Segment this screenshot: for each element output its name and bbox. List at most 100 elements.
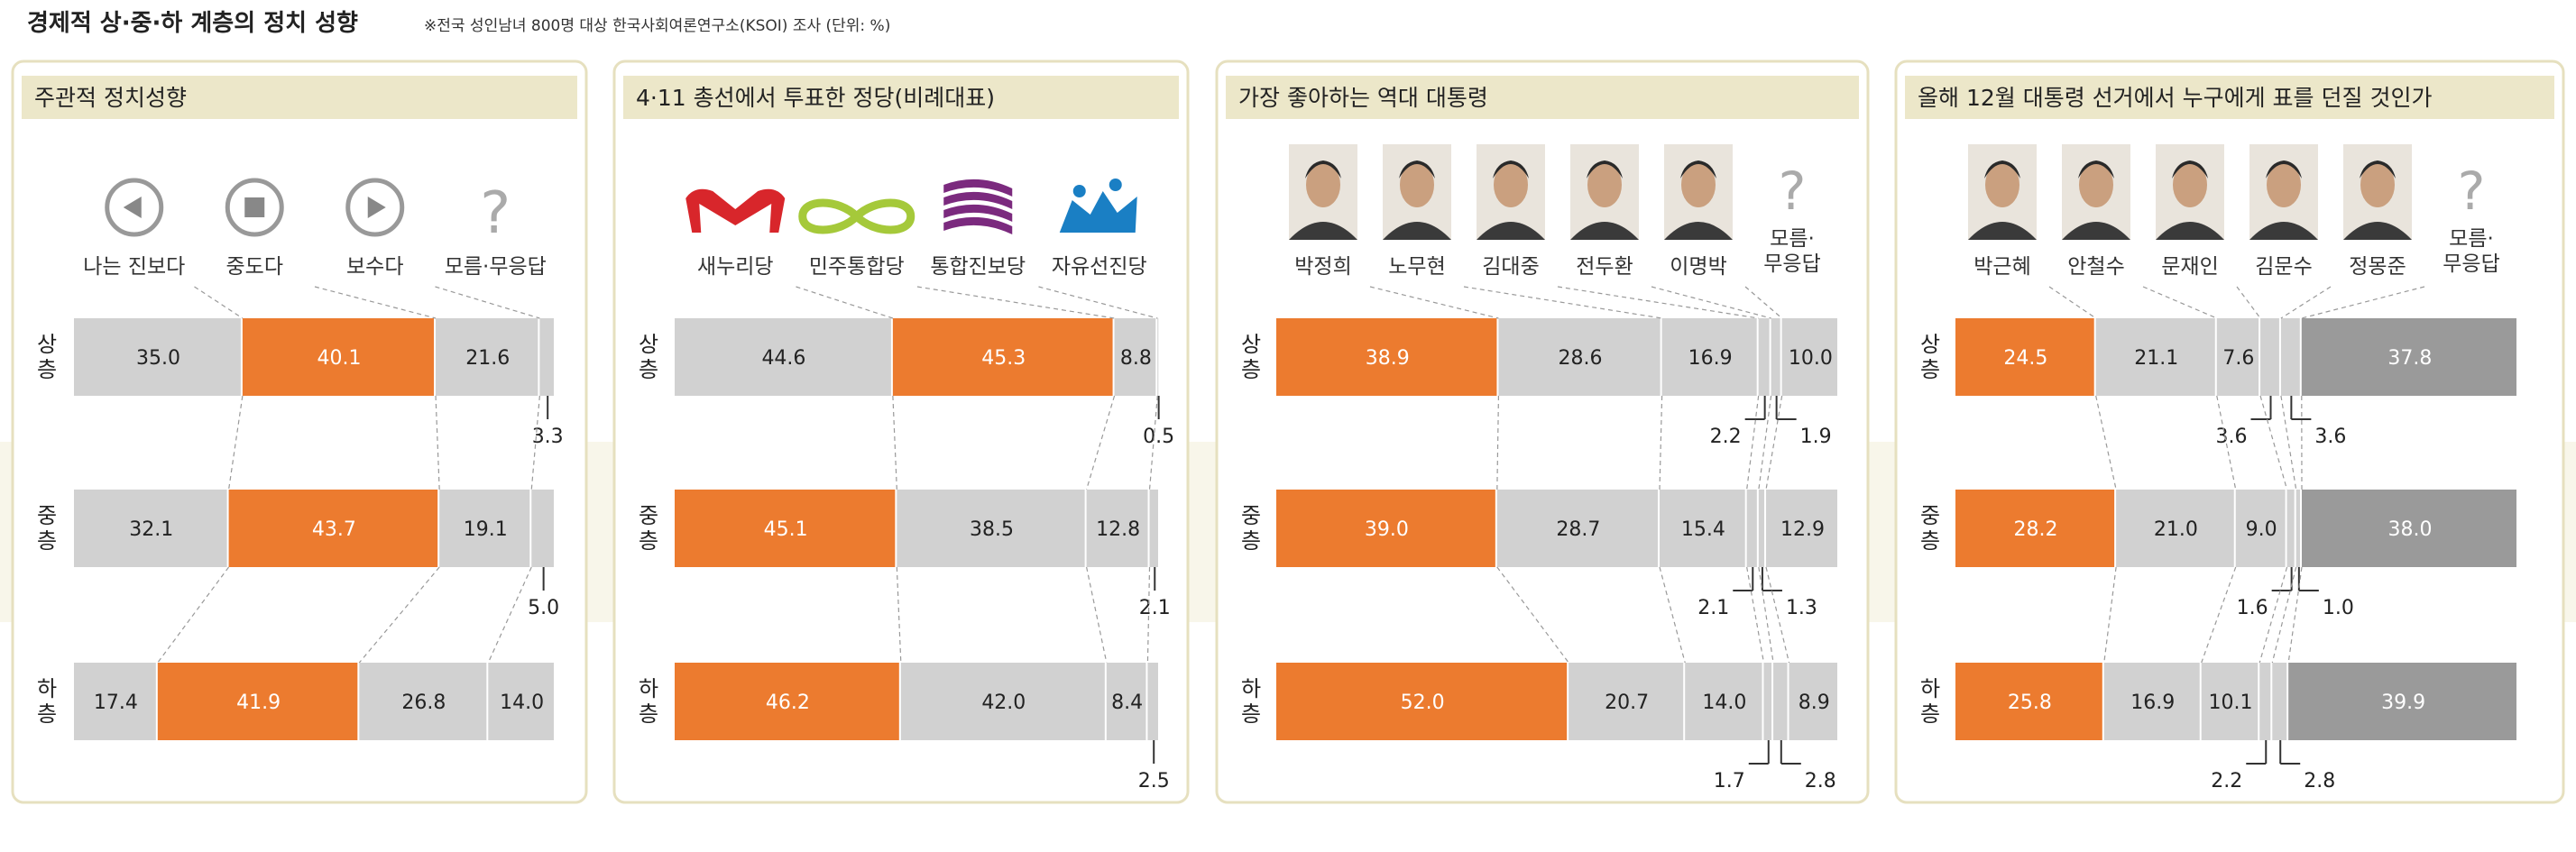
row-label-char: 하 xyxy=(1920,676,1940,701)
back-icon xyxy=(105,178,164,237)
portrait-hair xyxy=(2078,160,2114,179)
bar-segment xyxy=(675,490,896,567)
data-label: 21.0 xyxy=(2154,518,2198,541)
bar-segment xyxy=(2286,490,2295,567)
data-label: 10.0 xyxy=(1789,347,1833,370)
bar-segment xyxy=(1498,318,1661,396)
data-label: 24.5 xyxy=(2003,347,2047,370)
data-label: 38.0 xyxy=(2388,518,2433,541)
row-label-char: 층 xyxy=(639,528,658,554)
bar-segment xyxy=(1276,318,1497,396)
connector-line xyxy=(916,286,1115,319)
row-label-char: 층 xyxy=(1241,701,1261,727)
bar-segment xyxy=(1771,318,1780,396)
panel-frame xyxy=(612,60,1190,804)
connector-line xyxy=(1086,395,1116,490)
data-label: 14.0 xyxy=(1702,692,1746,714)
connector-line xyxy=(157,566,230,664)
row-label-char: 상 xyxy=(639,332,658,357)
panel-title: 주관적 정치성향 xyxy=(34,85,187,111)
category-label: 새누리당 xyxy=(697,255,774,279)
panel-frame xyxy=(11,60,588,804)
connector-line xyxy=(2259,395,2288,490)
bar-segment xyxy=(2216,318,2259,396)
data-label: 0.5 xyxy=(1143,426,1174,448)
square xyxy=(244,197,265,217)
logo-stripe xyxy=(943,191,1013,209)
category-label: 중도다 xyxy=(226,255,283,279)
data-label: 1.0 xyxy=(2323,597,2354,619)
portrait-hair xyxy=(1493,160,1529,179)
bar-segment xyxy=(2259,663,2271,740)
connector-line xyxy=(2048,286,2097,319)
row-label-char: 층 xyxy=(639,357,658,382)
data-label: 8.8 xyxy=(1120,347,1152,370)
connector-line xyxy=(2201,566,2237,664)
panel-title: 올해 12월 대통령 선거에서 누구에게 표를 던질 것인가 xyxy=(1918,85,2432,111)
portrait-face xyxy=(1494,162,1528,207)
bar-segment xyxy=(2103,663,2200,740)
portrait-hair xyxy=(1984,160,2020,179)
portrait-hair xyxy=(2172,160,2208,179)
connector-line xyxy=(1463,286,1662,319)
data-label: 15.4 xyxy=(1681,518,1725,541)
chart-panel-2: 4·11 총선에서 투표한 정당(비례대표) 새누리당 민주통합당 통합진보당 자유선진… xyxy=(612,60,1190,804)
portrait-hair xyxy=(1399,160,1435,179)
portrait-icon xyxy=(2249,144,2318,240)
data-label: 17.4 xyxy=(94,692,138,714)
connector-line xyxy=(796,286,894,319)
portrait-suit xyxy=(1477,222,1545,240)
portrait-face xyxy=(2173,162,2207,207)
triangle xyxy=(367,197,386,218)
portrait-suit xyxy=(2156,222,2224,240)
bar-segment xyxy=(2260,318,2279,396)
bar-segment xyxy=(1758,490,1765,567)
category-label: 통합진보당 xyxy=(930,255,1026,279)
category-label-line: 모름· xyxy=(1770,227,1815,251)
data-label: 8.9 xyxy=(1799,692,1830,714)
data-label: 40.1 xyxy=(317,347,361,370)
row-label-char: 중 xyxy=(37,503,57,528)
category-label: 모름·무응답 xyxy=(2443,227,2499,276)
logo-shape xyxy=(685,188,786,233)
connector-line xyxy=(2280,286,2332,319)
bar-segment xyxy=(436,318,538,396)
category-label: 안철수 xyxy=(2067,255,2124,279)
bar-segment xyxy=(74,318,241,396)
bar-segment xyxy=(242,318,435,396)
saenuri-logo xyxy=(685,188,786,233)
data-label: 16.9 xyxy=(1688,347,1733,370)
row-label-char: 층 xyxy=(1241,357,1261,382)
logo-shape xyxy=(1059,191,1137,233)
row-label-char: 상 xyxy=(1920,332,1940,357)
category-label: 민주통합당 xyxy=(809,255,905,279)
category-label: 정몽준 xyxy=(2349,255,2406,279)
data-label: 2.2 xyxy=(2211,770,2242,792)
logo-dot xyxy=(1072,185,1086,197)
portrait-face xyxy=(1681,162,1716,207)
bar-segment xyxy=(2295,490,2300,567)
category-label: 모름·무응답 xyxy=(445,255,547,279)
bar-segment xyxy=(1955,490,2115,567)
bar-segment xyxy=(2095,318,2215,396)
connector-line xyxy=(1038,286,1158,319)
connector-line xyxy=(1765,566,1790,664)
bar-segment xyxy=(228,490,438,567)
row-label-char: 층 xyxy=(37,528,57,554)
data-label: 38.9 xyxy=(1366,347,1410,370)
data-label: 44.6 xyxy=(761,347,805,370)
bar-segment xyxy=(1276,663,1568,740)
category-label: 노무현 xyxy=(1388,255,1445,279)
portrait-hair xyxy=(1305,160,1341,179)
panel-title-bar xyxy=(1905,76,2554,119)
data-label: 28.2 xyxy=(2014,518,2058,541)
bar-segment xyxy=(2301,318,2516,396)
logo-dot xyxy=(1109,179,1122,191)
category-label: 모름·무응답 xyxy=(1763,227,1820,276)
data-label: 2.5 xyxy=(1138,770,1170,792)
category-label-line: 모름· xyxy=(2449,227,2494,251)
